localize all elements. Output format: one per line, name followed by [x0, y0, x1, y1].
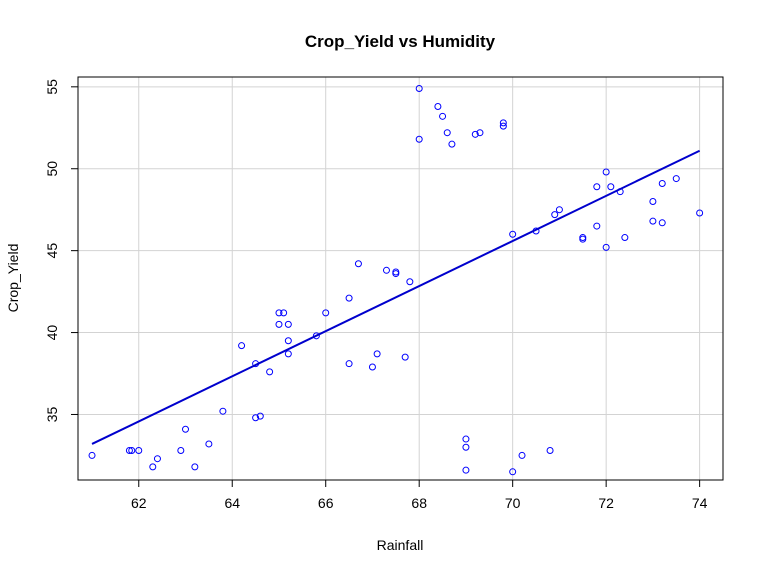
y-axis-label: Crop_Yield	[5, 244, 21, 313]
data-point	[284, 337, 292, 345]
data-point	[443, 129, 451, 137]
data-point	[439, 112, 447, 120]
data-point	[128, 447, 136, 455]
data-point	[153, 455, 161, 463]
data-point	[275, 320, 283, 328]
y-tick-label: 55	[44, 79, 60, 95]
data-point	[551, 211, 559, 219]
x-tick-label: 74	[692, 495, 708, 511]
data-point	[415, 84, 423, 92]
x-tick-label: 62	[131, 495, 147, 511]
x-tick-label: 66	[318, 495, 334, 511]
data-point	[658, 219, 666, 227]
data-point	[593, 222, 601, 230]
x-tick-label: 70	[505, 495, 521, 511]
data-point	[546, 447, 554, 455]
data-point	[448, 140, 456, 148]
trend-line	[91, 149, 701, 445]
data-point	[322, 309, 330, 317]
data-point	[345, 294, 353, 302]
data-point	[621, 234, 629, 242]
data-point	[280, 309, 288, 317]
data-point	[205, 440, 213, 448]
data-points	[88, 84, 704, 476]
data-point	[401, 353, 409, 361]
data-point	[462, 435, 470, 443]
data-point	[392, 270, 400, 278]
data-point	[219, 407, 227, 415]
data-point	[284, 320, 292, 328]
data-point	[593, 183, 601, 191]
data-point	[509, 230, 517, 238]
data-point	[476, 129, 484, 137]
data-point	[266, 368, 274, 376]
data-point	[471, 130, 479, 138]
x-tick-label: 68	[411, 495, 427, 511]
data-point	[518, 451, 526, 459]
data-point	[125, 447, 133, 455]
data-point	[177, 447, 185, 455]
data-point	[672, 175, 680, 183]
data-point	[182, 425, 189, 433]
data-point	[607, 183, 615, 191]
data-point	[649, 217, 657, 225]
data-point	[149, 463, 157, 471]
data-point	[354, 260, 362, 268]
data-point	[191, 463, 199, 471]
x-axis-label: Rainfall	[377, 537, 424, 553]
data-point	[602, 168, 610, 176]
data-point	[88, 451, 96, 459]
data-point	[602, 243, 610, 251]
data-point	[649, 198, 657, 206]
data-point	[256, 412, 264, 420]
data-point	[382, 266, 390, 274]
data-point	[252, 414, 260, 422]
y-tick-label: 35	[44, 406, 60, 422]
x-axis: 62 64 66 68 70 72 74	[131, 480, 708, 511]
plot-frame	[77, 76, 724, 481]
data-point	[406, 278, 414, 286]
data-point	[284, 350, 292, 358]
data-point	[345, 360, 353, 368]
data-point	[555, 206, 563, 214]
data-point	[238, 342, 246, 350]
data-point	[579, 234, 587, 242]
data-point	[499, 119, 507, 127]
data-point	[368, 363, 376, 371]
data-point	[434, 102, 442, 110]
chart-title: Crop_Yield vs Humidity	[305, 32, 496, 51]
y-axis: 35 40 45 50 55	[44, 79, 78, 422]
y-tick-label: 45	[44, 243, 60, 259]
data-point	[275, 309, 283, 317]
x-tick-label: 72	[598, 495, 614, 511]
grid-lines	[78, 77, 723, 480]
y-tick-label: 50	[44, 161, 60, 177]
data-point	[462, 443, 470, 451]
data-point	[509, 468, 517, 476]
data-point	[499, 122, 507, 130]
data-point	[373, 350, 381, 358]
data-point	[135, 447, 143, 455]
data-point	[658, 179, 666, 187]
data-point	[415, 135, 423, 143]
data-point	[312, 332, 320, 340]
data-point	[696, 209, 704, 217]
data-point	[462, 466, 470, 474]
y-tick-label: 40	[44, 325, 60, 341]
x-tick-label: 64	[224, 495, 240, 511]
